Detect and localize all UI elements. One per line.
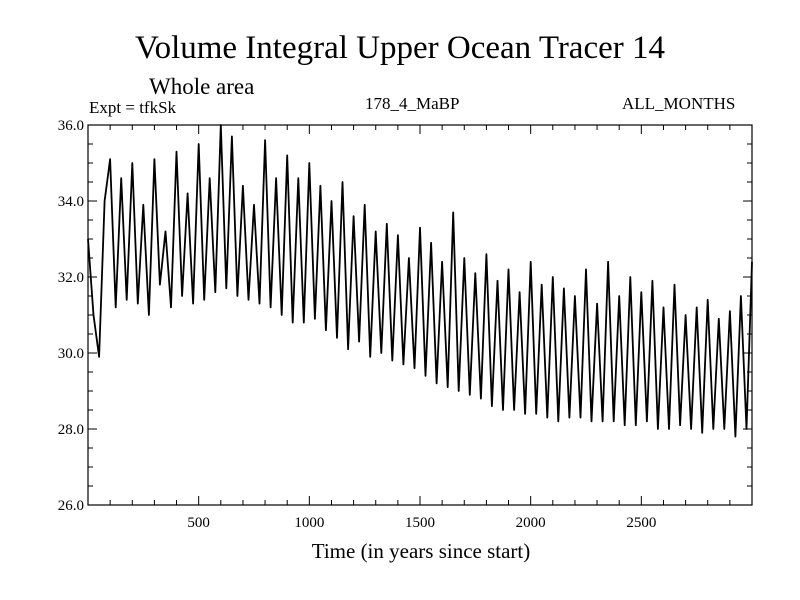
y-tick-label: 36.0 — [58, 118, 84, 134]
months-label: ALL_MONTHS — [622, 94, 736, 113]
y-tick-label: 26.0 — [58, 498, 84, 514]
x-axis-label: Time (in years since start) — [311, 539, 531, 563]
x-tick-label: 1500 — [405, 515, 435, 531]
x-tick-label: 500 — [187, 515, 210, 531]
axis-ticks — [88, 125, 752, 505]
chart-subtitle: Whole area — [149, 74, 255, 99]
y-tick-label: 32.0 — [58, 270, 84, 286]
y-tick-label: 34.0 — [58, 194, 84, 210]
x-tick-label: 2500 — [626, 515, 656, 531]
y-tick-label: 28.0 — [58, 422, 84, 438]
series-lines — [87, 124, 753, 438]
tick-labels: 500 1000 1500 2000 2500 26.0 28.0 30.0 32.0 34.0 3… — [58, 118, 657, 531]
experiment-label: Expt = tfkSk — [89, 98, 177, 117]
run-label: 178_4_MaBP — [365, 94, 460, 113]
x-tick-label: 2000 — [516, 515, 546, 531]
plot-frame — [87, 124, 753, 506]
y-tick-label: 30.0 — [58, 346, 84, 362]
chart-title: Volume Integral Upper Ocean Tracer 14 — [135, 30, 665, 66]
series-line — [87, 124, 753, 438]
x-tick-label: 1000 — [294, 515, 324, 531]
